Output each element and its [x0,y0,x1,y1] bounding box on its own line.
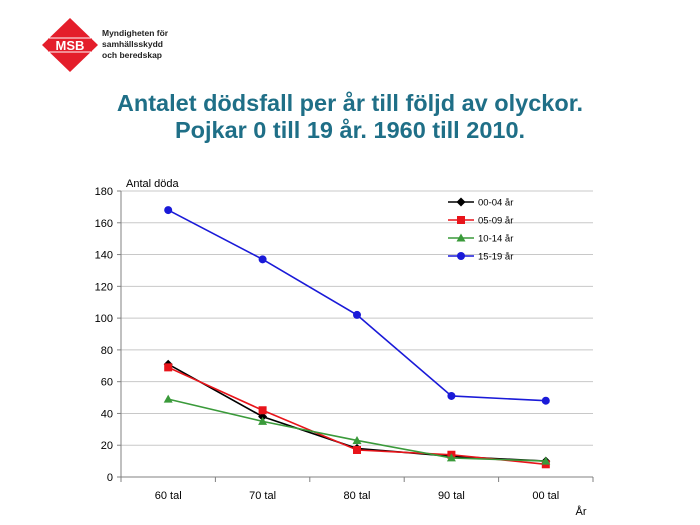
y-tick-label: 180 [95,186,113,198]
legend-label: 05-09 år [478,216,513,227]
y-tick-label: 60 [101,377,113,389]
x-tick-label: 70 tal [249,490,276,502]
title-line: Antalet dödsfall per år till följd av ol… [116,90,584,116]
legend-marker [456,233,466,242]
legend-marker [457,216,465,224]
data-point [258,255,267,264]
data-point [447,391,456,400]
y-tick-label: 100 [95,313,113,325]
data-point [163,394,173,403]
org-name: Myndigheten för samhällsskydd och bereds… [102,28,182,61]
x-tick-label: 00 tal [532,490,559,502]
legend-marker [457,252,465,260]
msb-logo-mark: MSB [42,18,98,72]
series-group [164,206,550,405]
x-tick-label: 80 tal [344,490,371,502]
legend-label: 00-04 år [478,198,513,209]
logo-text: MSB [56,38,85,53]
y-tick-label: 0 [107,472,113,484]
data-point [353,310,361,319]
series-group [164,363,550,469]
x-tick-label: 60 tal [155,490,182,502]
data-point [164,363,173,372]
y-tick-label: 80 [101,345,113,357]
y-tick-label: 20 [101,440,113,452]
data-point [446,453,456,462]
data-point [164,206,173,215]
y-tick-label: 40 [101,408,113,420]
title-line: Pojkar 0 till 19 år. 1960 till 2010. [174,117,526,143]
data-point [258,406,267,415]
y-tick-label: 140 [95,250,113,262]
series-group [163,394,551,465]
line-chart: 0 20 40 60 80 100 120 140 160 180 60 tal 70 tal 80 t… [95,178,594,518]
data-point [352,435,362,444]
data-point [258,416,268,425]
chart-legend: 00-04 år 05-09 år 10-14 år 15-19 år [448,197,513,263]
data-point [353,445,361,454]
data-point [258,412,268,422]
x-tick-label: 90 tal [438,490,465,502]
x-axis-label: År [576,505,587,518]
page-title: Antalet dödsfall per år till följd av ol… [0,90,700,144]
org-name-line: Myndigheten för [102,28,169,38]
chart-series [163,206,551,469]
msb-logo: MSB Myndigheten för samhällsskydd och be… [40,17,180,73]
legend-marker [456,197,466,207]
y-axis-label: Antal döda [126,178,179,190]
data-point [541,456,551,465]
org-name-line: samhällsskydd [102,39,163,49]
legend-label: 15-19 år [478,252,513,263]
chart-axes: 0 20 40 60 80 100 120 140 160 180 60 tal 70 tal 80 t… [95,178,594,518]
y-tick-label: 160 [95,218,113,230]
legend-label: 10-14 år [478,234,513,245]
y-tick-label: 120 [95,281,113,293]
org-name-line: och beredskap [102,50,162,60]
data-point [541,396,550,405]
